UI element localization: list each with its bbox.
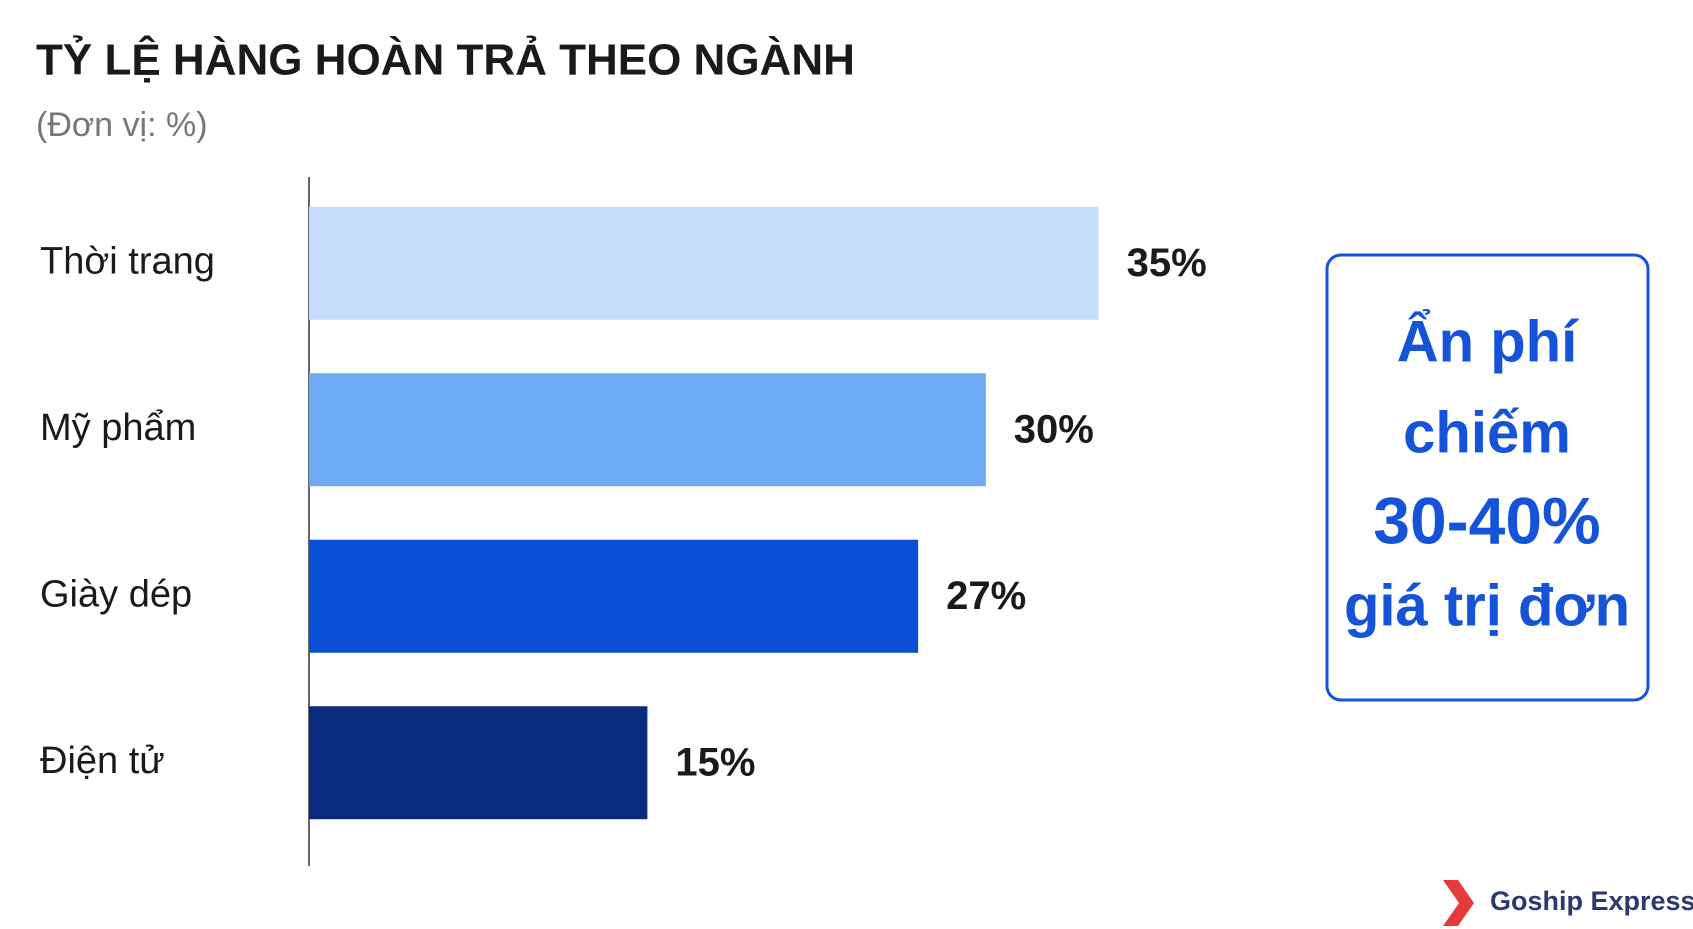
annotation-box [1325, 253, 1650, 702]
bar [309, 206, 1099, 320]
value-label: 35% [1127, 241, 1207, 285]
annotation-line: 30-40% [1373, 483, 1601, 557]
annotation-line: giá trị đơn [1344, 573, 1630, 638]
logo-icon [1443, 880, 1474, 926]
chart-subtitle: (Đơn vị: %) [36, 106, 208, 144]
category-label: Thời trang [40, 240, 215, 282]
annotation-line: chiếm [1403, 400, 1571, 465]
category-label: Điện tử [40, 740, 165, 782]
bar [309, 539, 919, 653]
bar [309, 373, 986, 487]
value-label: 30% [1014, 407, 1094, 451]
annotation-line: Ẩn phí [1397, 309, 1579, 374]
value-label: 27% [946, 574, 1026, 618]
value-label: 15% [675, 740, 755, 784]
bar [309, 706, 648, 820]
category-label: Mỹ phẩm [40, 407, 196, 449]
chart-title: TỶ LỆ HÀNG HOÀN TRẢ THEO NGÀNH [36, 35, 855, 85]
category-label: Giày dép [40, 573, 192, 615]
logo-text: Goship Express [1490, 886, 1693, 916]
